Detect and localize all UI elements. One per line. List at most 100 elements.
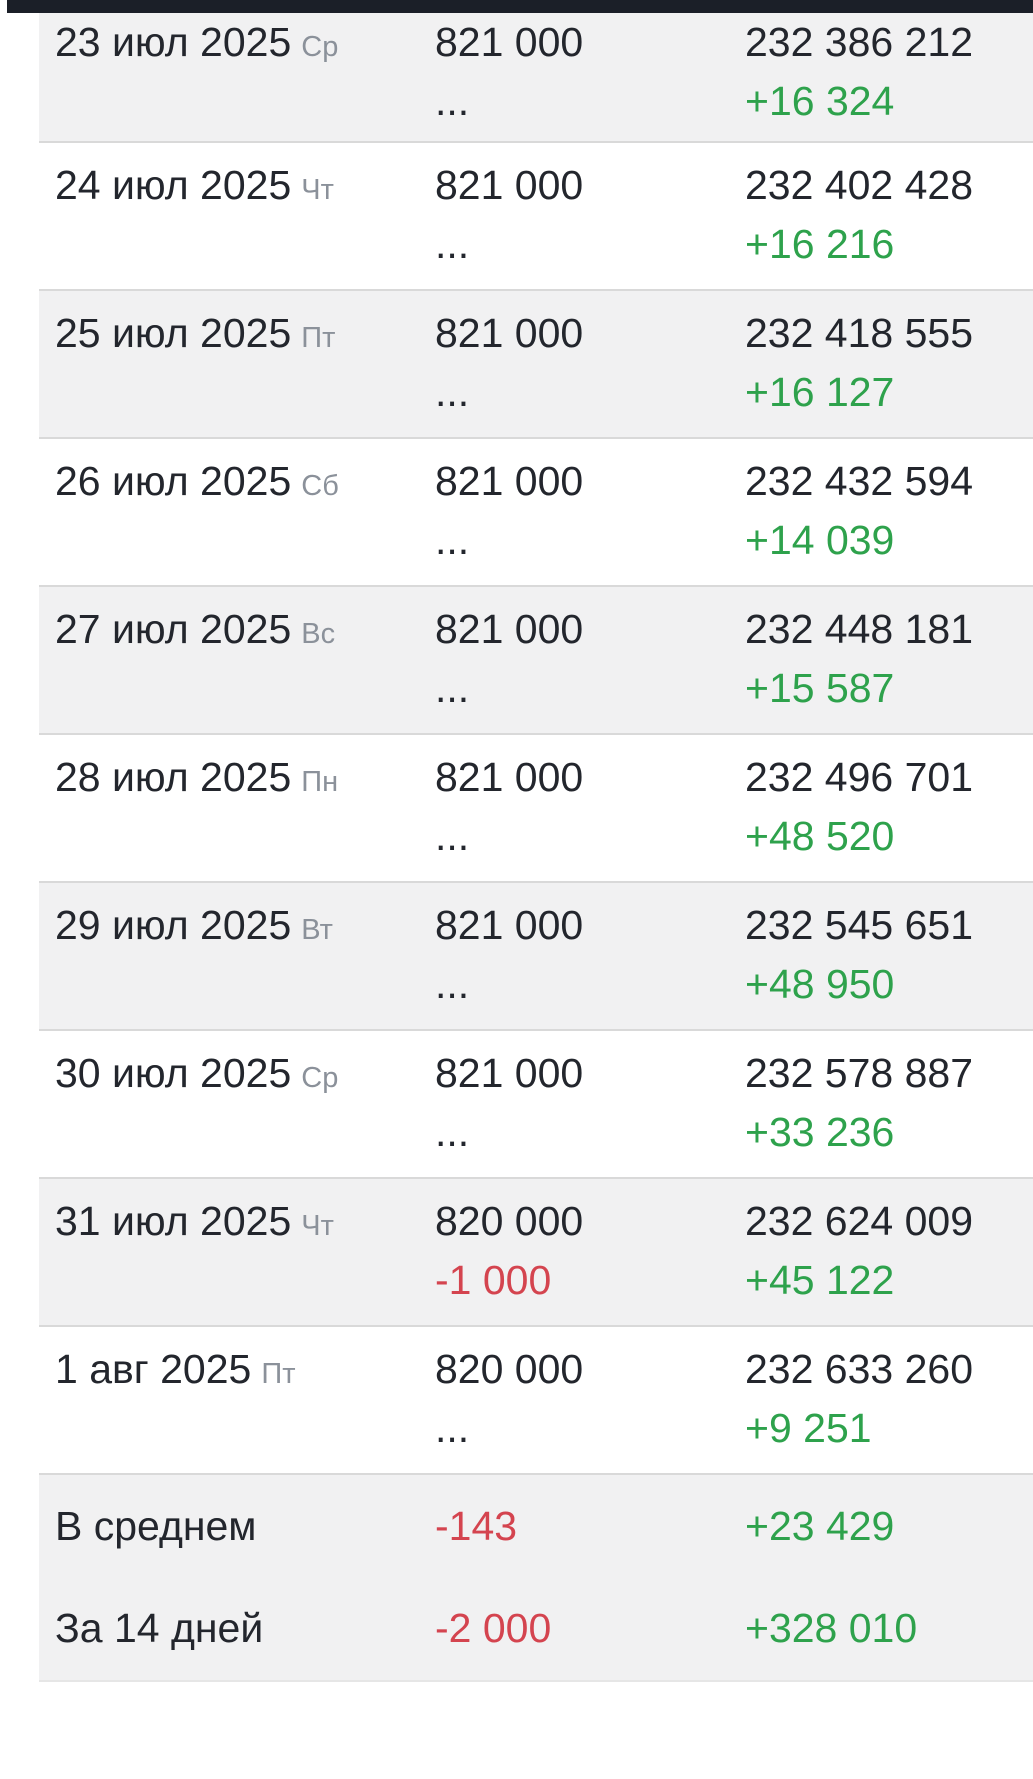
date-cell: 31 июл 2025 Чт (39, 1192, 435, 1325)
table-row: 24 июл 2025 Чт 821 000... 232 402 428 +16 … (39, 143, 1033, 291)
value: 821 000 (435, 310, 584, 356)
date-cell: 25 июл 2025 Пт (39, 304, 435, 437)
summary-row-period: За 14 дней -2 000 +328 010 (39, 1578, 1033, 1681)
chart-bottom-bar (7, 0, 1033, 13)
total-cell: 232 418 555 +16 127 (745, 304, 1033, 437)
weekday-label: Чт (301, 1210, 334, 1242)
date-cell: 29 июл 2025 Вт (39, 896, 435, 1029)
value: 820 000 (435, 1198, 584, 1244)
date-label: 30 июл 2025 (55, 1050, 292, 1096)
date-label: 26 июл 2025 (55, 458, 292, 504)
value: 821 000 (435, 902, 584, 948)
table-row: 1 авг 2025 Пт 820 000... 232 633 260 +9 25… (39, 1327, 1033, 1475)
weekday-label: Ср (301, 1062, 339, 1094)
table-row: 30 июл 2025 Ср 821 000... 232 578 887 +33 … (39, 1031, 1033, 1179)
value-change: ... (435, 78, 470, 124)
total: 232 432 594 (745, 458, 974, 504)
date-label: 31 июл 2025 (55, 1198, 292, 1244)
table-row: 27 июл 2025 Вс 821 000... 232 448 181 +15 … (39, 587, 1033, 735)
total: 232 402 428 (745, 162, 974, 208)
total: 232 633 260 (745, 1346, 974, 1392)
total-change: +16 324 (745, 78, 895, 124)
value-change: ... (435, 1109, 470, 1155)
date-label: 27 июл 2025 (55, 606, 292, 652)
summary-block: В среднем -143 +23 429 За 14 дней -2 000… (39, 1475, 1033, 1682)
value-cell: 821 000... (435, 748, 745, 881)
total-cell: 232 578 887 +33 236 (745, 1044, 1033, 1177)
summary-row-average: В среднем -143 +23 429 (39, 1475, 1033, 1578)
total-cell: 232 402 428 +16 216 (745, 156, 1033, 289)
total: 232 448 181 (745, 606, 974, 652)
date-label: 23 июл 2025 (55, 19, 292, 65)
value: 820 000 (435, 1346, 584, 1392)
value-cell: 821 000... (435, 156, 745, 289)
value-cell: 821 000... (435, 452, 745, 585)
date-label: 24 июл 2025 (55, 162, 292, 208)
weekday-label: Пт (301, 322, 336, 354)
total-change: +48 950 (745, 961, 895, 1007)
date-cell: 30 июл 2025 Ср (39, 1044, 435, 1177)
total-change: +48 520 (745, 813, 895, 859)
value-cell: 821 000... (435, 304, 745, 437)
value-cell: 821 000... (435, 896, 745, 1029)
date-cell: 27 июл 2025 Вс (39, 600, 435, 733)
value: 821 000 (435, 19, 584, 65)
table-row: 25 июл 2025 Пт 821 000... 232 418 555 +16 … (39, 291, 1033, 439)
date-cell: 28 июл 2025 Пн (39, 748, 435, 881)
total-cell: 232 633 260 +9 251 (745, 1340, 1033, 1473)
total-cell: 232 624 009 +45 122 (745, 1192, 1033, 1325)
weekday-label: Пн (301, 766, 339, 798)
daily-stats-table: 23 июл 2025 Ср 821 000... 232 386 212 +16 … (39, 13, 1033, 1682)
value-change: ... (435, 221, 470, 267)
total-cell: 232 448 181 +15 587 (745, 600, 1033, 733)
total: 232 496 701 (745, 754, 974, 800)
table-row: 23 июл 2025 Ср 821 000... 232 386 212 +16 … (39, 13, 1033, 143)
total-change: +15 587 (745, 665, 895, 711)
value-cell: 821 000... (435, 1044, 745, 1177)
date-label: 25 июл 2025 (55, 310, 292, 356)
total-cell: 232 545 651 +48 950 (745, 896, 1033, 1029)
total: 232 624 009 (745, 1198, 974, 1244)
value-cell: 820 000... (435, 1340, 745, 1473)
total-change: +9 251 (745, 1405, 872, 1451)
summary-label: В среднем (55, 1502, 257, 1549)
weekday-label: Сб (301, 470, 339, 502)
weekday-label: Чт (301, 174, 334, 206)
table-row: 31 июл 2025 Чт 820 000 -1 000 232 624 009 +… (39, 1179, 1033, 1327)
value-change: ... (435, 1405, 470, 1451)
total: 232 418 555 (745, 310, 974, 356)
value-change: -1 000 (435, 1257, 552, 1303)
weekday-label: Пт (261, 1358, 296, 1390)
table-row: 28 июл 2025 Пн 821 000... 232 496 701 +48 … (39, 735, 1033, 883)
summary-label: За 14 дней (55, 1605, 264, 1652)
value: 821 000 (435, 458, 584, 504)
total-change: +16 216 (745, 221, 895, 267)
date-cell: 1 авг 2025 Пт (39, 1340, 435, 1473)
value: 821 000 (435, 606, 584, 652)
table-row: 26 июл 2025 Сб 821 000... 232 432 594 +14 … (39, 439, 1033, 587)
date-cell: 23 июл 2025 Ср (39, 13, 435, 141)
weekday-label: Вт (301, 914, 333, 946)
total-cell: 232 496 701 +48 520 (745, 748, 1033, 881)
date-label: 1 авг 2025 (55, 1346, 252, 1392)
value-cell: 821 000... (435, 13, 745, 141)
value-change: ... (435, 665, 470, 711)
date-label: 28 июл 2025 (55, 754, 292, 800)
value-change: ... (435, 961, 470, 1007)
total: 232 386 212 (745, 19, 974, 65)
summary-value-change: -2 000 (435, 1605, 552, 1652)
total-cell: 232 432 594 +14 039 (745, 452, 1033, 585)
value-change: ... (435, 369, 470, 415)
value-change: ... (435, 517, 470, 563)
total-change: +16 127 (745, 369, 895, 415)
total-change: +14 039 (745, 517, 895, 563)
value-change: ... (435, 813, 470, 859)
total: 232 545 651 (745, 902, 974, 948)
value: 821 000 (435, 162, 584, 208)
value: 821 000 (435, 754, 584, 800)
summary-total-change: +23 429 (745, 1502, 895, 1549)
date-label: 29 июл 2025 (55, 902, 292, 948)
total-change: +33 236 (745, 1109, 895, 1155)
weekday-label: Ср (301, 31, 339, 63)
table-row: 29 июл 2025 Вт 821 000... 232 545 651 +48 … (39, 883, 1033, 1031)
